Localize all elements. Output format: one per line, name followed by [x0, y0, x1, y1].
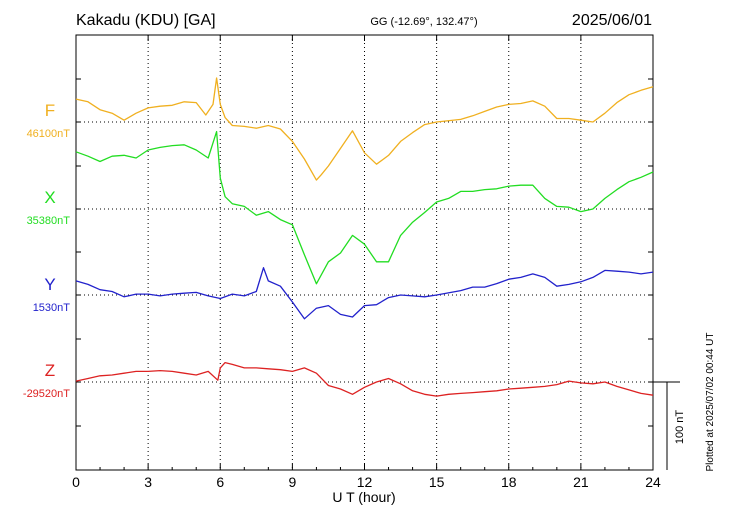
- scale-bar: 100 nT: [653, 381, 686, 470]
- scale-bar-label: 100 nT: [674, 410, 686, 445]
- series-line-x: [75, 130, 654, 285]
- station-coordinates: GG (-12.69°, 132.47°): [370, 16, 477, 28]
- x-tick-label: 9: [288, 474, 296, 490]
- series-lines: [75, 77, 654, 397]
- series-line-f: [75, 77, 654, 181]
- series-line-z: [75, 361, 654, 397]
- x-tick-label: 21: [573, 474, 589, 490]
- x-tick-label: 0: [72, 474, 80, 490]
- series-name-f: F: [45, 101, 55, 120]
- series-baseline-z: -29520nT: [23, 388, 70, 400]
- plot-frame: [75, 34, 654, 471]
- series-baseline-f: 46100nT: [27, 128, 71, 140]
- series-labels: F 46100nT X 35380nT Y 1530nT Z -29520nT: [23, 101, 70, 400]
- x-tick-label: 6: [216, 474, 224, 490]
- series-line-y: [75, 267, 654, 320]
- plotted-timestamp: Plotted at 2025/07/02 00:44 UT: [705, 333, 716, 472]
- series-name-x: X: [44, 188, 55, 207]
- x-tick-label: 24: [645, 474, 661, 490]
- station-title: Kakadu (KDU) [GA]: [76, 12, 216, 29]
- chart-date: 2025/06/01: [572, 12, 652, 29]
- x-axis-ticks: 0 3 6 9 12 15 18 21 24: [72, 34, 661, 490]
- x-tick-label: 12: [357, 474, 373, 490]
- x-tick-label: 3: [144, 474, 152, 490]
- series-name-z: Z: [45, 361, 55, 380]
- x-axis-label: U T (hour): [332, 489, 395, 505]
- grid-lines: [76, 35, 653, 470]
- x-tick-label: 18: [501, 474, 517, 490]
- series-name-y: Y: [44, 275, 55, 294]
- x-tick-label: 15: [429, 474, 445, 490]
- series-baseline-y: 1530nT: [33, 302, 71, 314]
- series-baseline-x: 35380nT: [27, 215, 71, 227]
